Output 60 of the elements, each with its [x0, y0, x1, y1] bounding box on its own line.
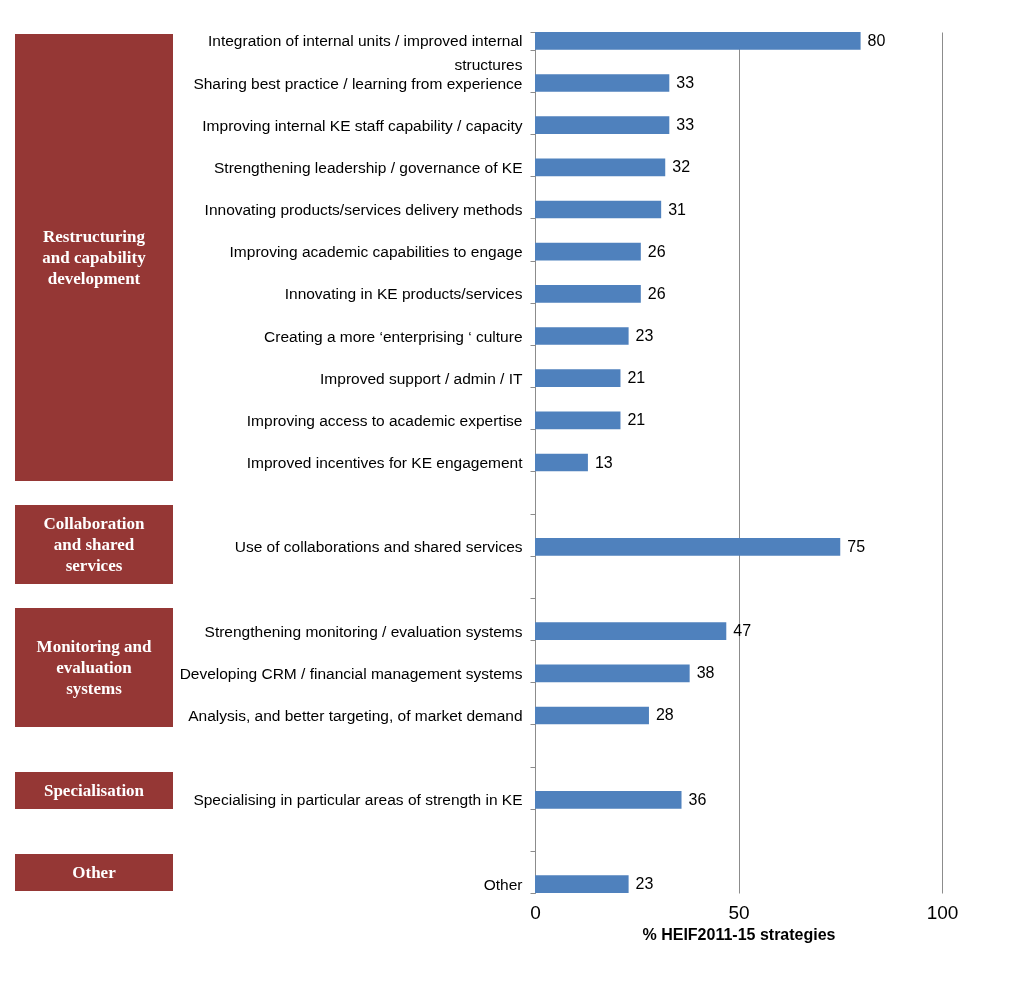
bar [535, 284, 641, 303]
bar [535, 411, 621, 430]
x-tick-label: 100 [926, 901, 959, 923]
y-tick-label: Analysis, and better targeting, of market demand [188, 706, 523, 724]
y-tick-label: Strengthening monitoring / evaluation systems [204, 622, 523, 640]
data-label: 26 [647, 284, 666, 302]
x-tick-label: 0 [530, 901, 541, 923]
text: Restructuring and capability development [42, 226, 147, 288]
data-label: 23 [635, 327, 654, 345]
bar [535, 453, 588, 472]
data-label: 26 [647, 242, 666, 260]
bar [535, 369, 621, 388]
x-tick-label: 50 [728, 901, 750, 923]
data-label: 36 [688, 790, 707, 808]
y-tick-label: Improving access to academic expertise [246, 411, 523, 429]
x-axis-title: % HEIF2011-15 strategies [642, 925, 836, 943]
y-tick-label: Improving academic capabilities to engage [229, 243, 523, 261]
data-label: 47 [733, 622, 752, 640]
data-label: 33 [676, 116, 695, 134]
data-label: 28 [655, 706, 674, 724]
bar [535, 537, 841, 556]
bar [535, 622, 727, 641]
data-label: 33 [676, 74, 695, 92]
bar [535, 875, 629, 893]
bar [535, 242, 641, 261]
y-tick-label: Strengthening leadership / governance of KE [214, 158, 523, 176]
data-label: 38 [696, 664, 715, 682]
y-tick-label: Improving internal KE staff capability / capacity [202, 116, 523, 134]
y-tick-label: Creating a more ‘enterprising ‘ culture [264, 327, 523, 345]
text: Specialisation [43, 780, 145, 800]
bar [535, 664, 690, 683]
data-label: 31 [668, 200, 687, 218]
data-label: 13 [594, 453, 613, 471]
bar [535, 327, 629, 345]
data-label: 32 [672, 158, 691, 176]
y-tick-label: Improved support / admin / IT [320, 369, 524, 387]
text: Monitoring and evaluation systems [36, 636, 152, 698]
bar [535, 706, 649, 725]
y-tick-label: Integration of internal units / improved internal structures [208, 32, 523, 74]
bar [535, 74, 670, 92]
data-label: 21 [627, 411, 646, 429]
bar [535, 790, 682, 809]
y-tick-label: Specialising in particular areas of strength in KE [193, 791, 523, 809]
y-tick-label: Developing CRM / financial management systems [179, 664, 523, 682]
text: Other [72, 862, 117, 882]
bar [535, 158, 666, 177]
data-label: 21 [627, 369, 646, 387]
y-tick-label: Innovating products/services delivery methods [204, 201, 523, 219]
bar [535, 116, 670, 135]
bar [535, 200, 662, 219]
y-tick-label: Innovating in KE products/services [284, 285, 523, 303]
text: Collaboration and shared services [43, 513, 146, 575]
data-label: 75 [847, 537, 866, 555]
data-label: 80 [867, 31, 886, 49]
y-tick-label: Sharing best practice / learning from experience [193, 74, 523, 92]
bar [535, 32, 861, 50]
y-tick-label: Use of collaborations and shared services [234, 538, 523, 556]
y-tick-label: Improved incentives for KE engagement [246, 454, 524, 471]
y-tick-label: Other [483, 875, 523, 893]
data-label: 23 [635, 875, 654, 893]
